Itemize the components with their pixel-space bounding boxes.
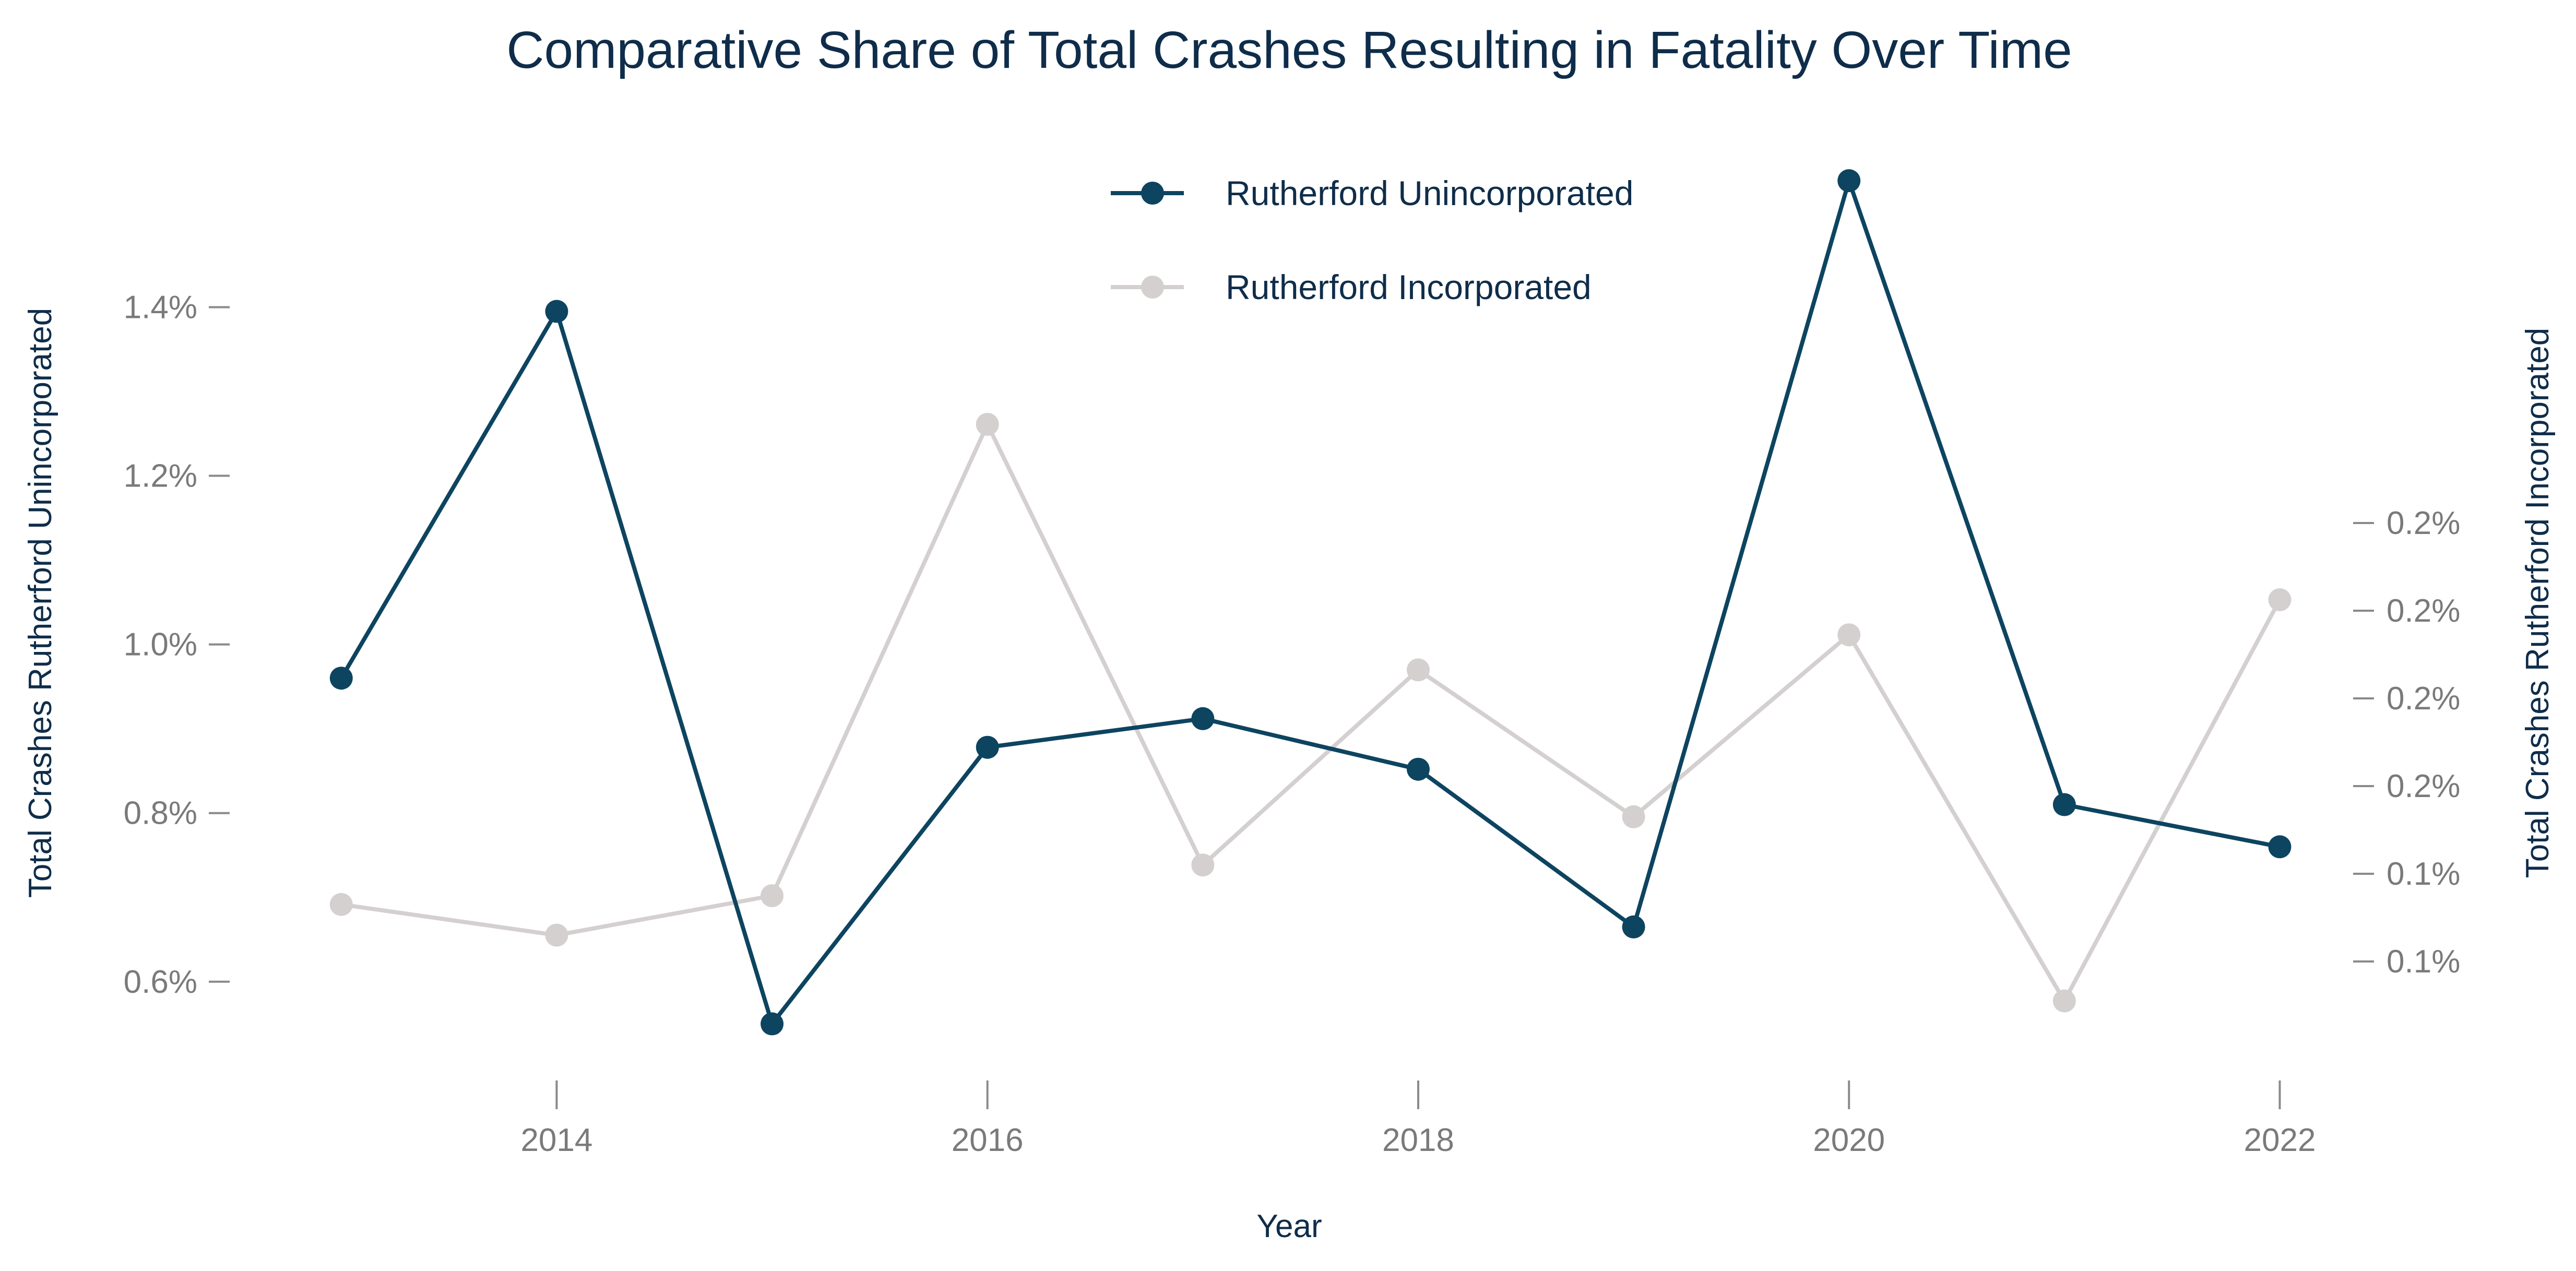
series-line-rutherford-unincorporated (339, 179, 2281, 1026)
data-point-rutherford-incorporated (2052, 989, 2076, 1013)
x-tick-label: 2016 (952, 1122, 1024, 1158)
y-left-tick-label: 0.8% (124, 795, 197, 832)
series-line-rutherford-incorporated (341, 422, 2282, 1003)
data-point-rutherford-unincorporated (1837, 169, 1861, 193)
data-point-rutherford-unincorporated (2052, 793, 2076, 816)
y-right-tick-label: 0.2% (2387, 768, 2460, 804)
data-point-rutherford-unincorporated (976, 735, 999, 759)
y-left-tick-label: 0.6% (124, 964, 197, 1000)
y-right-tick-label: 0.2% (2387, 505, 2460, 541)
data-point-rutherford-incorporated (2268, 588, 2292, 611)
x-tick-label: 2018 (1382, 1122, 1454, 1158)
data-point-rutherford-incorporated (1406, 658, 1430, 682)
data-point-rutherford-incorporated (1837, 623, 1861, 647)
data-point-rutherford-incorporated (976, 413, 999, 436)
data-point-rutherford-unincorporated (329, 667, 353, 690)
legend-item-rutherford-incorporated: Rutherford Incorporated (1111, 268, 1592, 306)
legend-item-rutherford-unincorporated: Rutherford Unincorporated (1111, 174, 1633, 212)
x-tick-label: 2022 (2244, 1122, 2316, 1158)
legend: Rutherford Unincorporated Rutherford Inco… (1111, 174, 1633, 306)
series-rutherford-unincorporated (329, 169, 2292, 1036)
data-point-rutherford-unincorporated (545, 300, 568, 323)
legend-label: Rutherford Unincorporated (1226, 174, 1633, 212)
series-rutherford-incorporated (329, 413, 2292, 1013)
plot-area (329, 169, 2292, 1036)
chart-title: Comparative Share of Total Crashes Resul… (506, 21, 2072, 79)
y-right-tick-label: 0.1% (2387, 944, 2460, 980)
data-point-rutherford-incorporated (1191, 853, 1215, 877)
y-axis-left: 0.6% 0.8% 1.0% 1.2% 1.4% (124, 289, 230, 1000)
data-point-rutherford-unincorporated (1191, 707, 1215, 730)
data-point-rutherford-unincorporated (1622, 915, 1645, 939)
y-right-tick-label: 0.2% (2387, 681, 2460, 717)
y-right-tick-label: 0.1% (2387, 856, 2460, 892)
x-tick-label: 2020 (1813, 1122, 1885, 1158)
data-point-rutherford-incorporated (1622, 805, 1645, 828)
x-axis: 2014 2016 2018 2020 2022 (520, 1080, 2316, 1158)
legend-swatch-marker (1141, 276, 1164, 299)
y-axis-left-label: Total Crashes Rutherford Unincorporated (22, 308, 58, 898)
y-left-tick-label: 1.4% (124, 289, 197, 325)
y-axis-right-label: Total Crashes Rutherford Incorporated (2520, 328, 2556, 878)
data-point-rutherford-incorporated (545, 923, 568, 947)
y-left-tick-label: 1.0% (124, 627, 197, 663)
y-right-tick-label: 0.2% (2387, 593, 2460, 629)
y-axis-right: 0.1% 0.1% 0.2% 0.2% 0.2% 0.2% (2353, 505, 2460, 980)
y-left-tick-label: 1.2% (124, 458, 197, 494)
x-tick-label: 2014 (520, 1122, 592, 1158)
data-point-rutherford-unincorporated (1406, 757, 1430, 781)
data-point-rutherford-unincorporated (2268, 835, 2292, 859)
legend-swatch-marker (1141, 182, 1164, 205)
data-point-rutherford-unincorporated (761, 1012, 784, 1036)
data-point-rutherford-incorporated (761, 884, 784, 907)
x-axis-label: Year (1256, 1208, 1322, 1244)
legend-label: Rutherford Incorporated (1226, 268, 1592, 306)
data-point-rutherford-incorporated (329, 893, 353, 916)
